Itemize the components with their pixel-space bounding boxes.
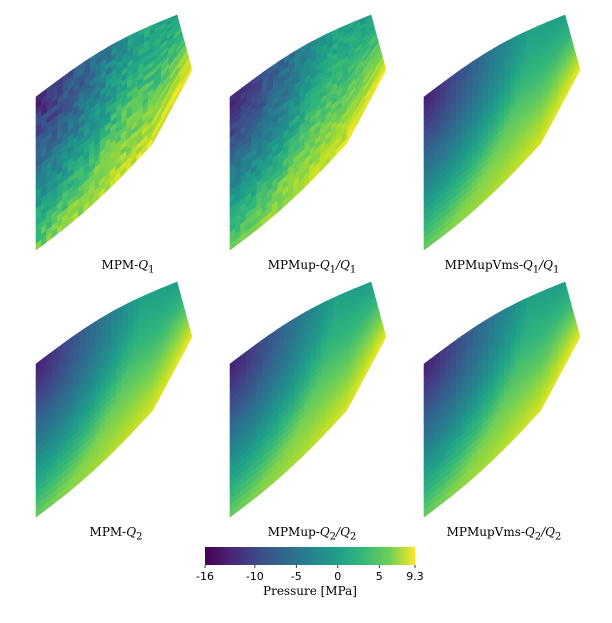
colorbar — [205, 547, 415, 565]
panel-label-2: MPMup-Q1/Q1 — [267, 258, 357, 276]
panel-label-3: MPMupVms-Q1/Q1 — [444, 258, 560, 276]
colorbar-tick-label: 0 — [334, 570, 342, 583]
panel-label-1: MPM-Q1 — [101, 258, 155, 276]
pressure-field-panel-1 — [35, 14, 193, 251]
panel-label-5: MPMup-Q2/Q2 — [267, 525, 357, 543]
pressure-field-panel-4 — [35, 281, 193, 518]
field-cell — [181, 67, 193, 90]
panel-label-4: MPM-Q2 — [89, 525, 143, 543]
colorbar-tick-label: -5 — [290, 570, 302, 583]
pressure-field-panel-2 — [229, 14, 387, 251]
colorbar-tick-label: 5 — [375, 570, 383, 583]
pressure-field-panel-5 — [229, 281, 387, 518]
panel-label-6: MPMupVms-Q2/Q2 — [446, 525, 562, 543]
colorbar-tick-label: 9.3 — [406, 570, 424, 583]
colorbar-tick-label: -16 — [196, 570, 214, 583]
pressure-field-panel-6 — [423, 281, 581, 518]
colorbar-title: Pressure [MPa] — [263, 584, 357, 598]
colorbar-tick-label: -10 — [245, 570, 264, 583]
pressure-field-panel-3 — [423, 14, 581, 251]
